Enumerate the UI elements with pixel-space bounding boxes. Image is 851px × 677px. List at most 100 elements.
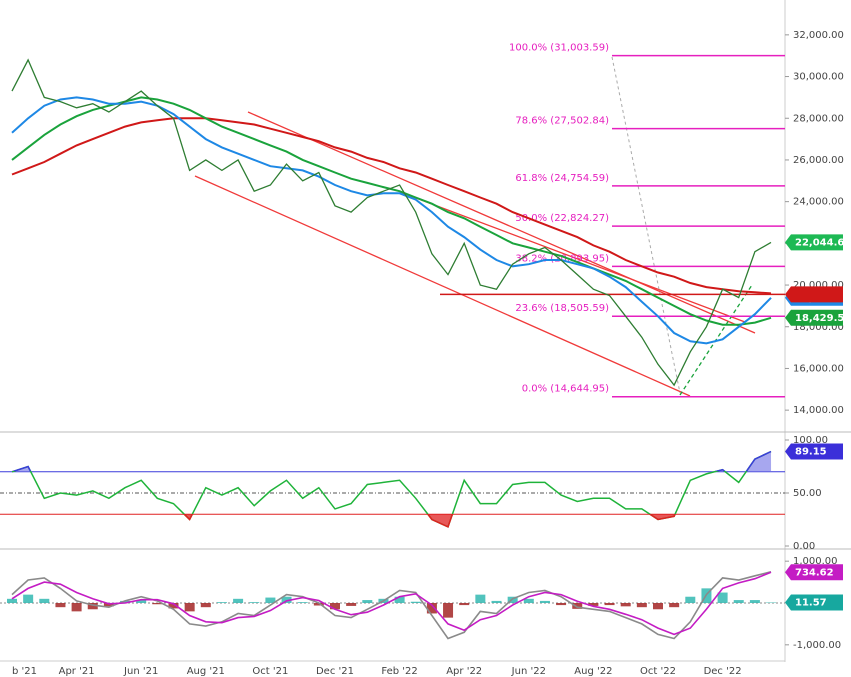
histogram-bar <box>120 600 131 603</box>
y-tick-label: 32,000.00 <box>793 30 844 41</box>
y-tick-label: 24,000.00 <box>793 197 844 208</box>
histogram-bar <box>265 597 276 603</box>
histogram-bar <box>717 592 728 603</box>
y-tick-label: 28,000.00 <box>793 113 844 124</box>
histogram-bar <box>572 603 583 609</box>
fib-label: 23.6% (18,505.59) <box>515 303 609 314</box>
histogram-bar <box>523 598 534 603</box>
histogram-bar <box>685 596 696 603</box>
x-tick-label: Jun '22 <box>511 666 546 677</box>
histogram-bar <box>249 602 260 603</box>
value-tag-label: 22,044.65 <box>795 237 851 248</box>
histogram-bar <box>491 600 502 603</box>
histogram-bar <box>7 598 17 603</box>
histogram-bar <box>733 600 744 603</box>
value-tag <box>785 234 843 251</box>
histogram-bar <box>87 603 98 610</box>
histogram-bar <box>71 603 82 612</box>
histogram-bar <box>23 594 34 603</box>
y-tick-label: 14,000.00 <box>793 405 844 416</box>
y-tick-label: 0.00 <box>793 541 815 552</box>
x-tick-label: b '21 <box>12 666 37 677</box>
histogram-bar <box>136 600 147 603</box>
histogram-bar <box>39 598 50 603</box>
histogram-bar <box>313 603 324 606</box>
histogram-bar <box>103 603 114 607</box>
histogram-bar <box>168 603 179 609</box>
y-tick-label: 18,000.00 <box>793 322 844 333</box>
histogram-bar <box>184 603 195 612</box>
histogram-bar <box>636 603 647 608</box>
value-tag: 22,044.65 <box>785 234 851 251</box>
x-tick-label: Aug '22 <box>574 666 612 677</box>
histogram-bar <box>507 596 518 603</box>
value-tag: 89.15 <box>785 443 843 460</box>
price-line <box>11 117 772 295</box>
y-tick-label: 1,000.00 <box>793 556 838 567</box>
value-tag-label: 734.62 <box>795 567 834 578</box>
channel-line <box>399 191 746 323</box>
value-tag: 734.62 <box>785 564 843 581</box>
value-tag <box>785 443 843 460</box>
histogram-bar <box>669 603 680 608</box>
histogram-bar <box>394 596 405 603</box>
histogram-bar <box>200 603 211 608</box>
value-tag-label: 89.15 <box>795 447 827 458</box>
histogram-bar <box>443 603 454 618</box>
histogram-bar <box>426 603 437 614</box>
x-tick-label: Dec '22 <box>704 666 742 677</box>
fib-label: 50.0% (22,824.27) <box>515 213 609 224</box>
x-tick-label: Oct '21 <box>252 666 288 677</box>
value-tag <box>785 286 843 303</box>
channel-line <box>247 111 756 334</box>
y-tick-label: 100.00 <box>793 435 828 446</box>
histogram-bar <box>330 603 340 610</box>
price-line <box>11 96 772 345</box>
value-tag <box>785 594 843 611</box>
value-tag: 11.57 <box>785 594 843 611</box>
value-tag <box>785 309 843 326</box>
histogram-bar <box>604 603 615 606</box>
histogram-bar <box>346 603 357 606</box>
histogram-bar <box>653 603 663 610</box>
histogram-bar <box>233 598 244 603</box>
fib-label: 0.0% (14,644.95) <box>522 384 609 395</box>
histogram-bar <box>475 594 486 603</box>
y-tick-label: 20,000.00 <box>793 280 844 291</box>
histogram-bar <box>620 603 631 607</box>
histogram-bar <box>297 602 308 603</box>
fib-label: 100.0% (31,003.59) <box>509 43 609 54</box>
histogram-bar <box>459 603 470 606</box>
value-tag <box>785 286 843 303</box>
histogram-bar <box>556 603 567 606</box>
value-tag-label: 11.57 <box>795 598 827 609</box>
y-tick-label: 26,000.00 <box>793 155 844 166</box>
histogram-bar <box>362 600 373 603</box>
x-tick-label: Jun '21 <box>123 666 158 677</box>
histogram-bar <box>749 600 760 603</box>
histogram-bar <box>152 603 163 605</box>
histogram-bar <box>281 596 292 603</box>
x-tick-label: Aug '21 <box>187 666 225 677</box>
price-line <box>11 96 772 326</box>
histogram-bar <box>539 600 550 603</box>
y-tick-label: 30,000.00 <box>793 72 844 83</box>
histogram-bar <box>410 601 421 603</box>
value-tag-label: 18,429.56 <box>795 313 851 324</box>
value-tag: 18,429.56 <box>785 309 851 326</box>
macd-line <box>11 571 772 640</box>
x-tick-label: Dec '21 <box>316 666 354 677</box>
x-tick-label: Apr '22 <box>446 666 482 677</box>
x-tick-label: Feb '22 <box>381 666 417 677</box>
y-tick-label: -1,000.00 <box>793 640 841 651</box>
channel-line <box>194 175 691 397</box>
histogram-bar <box>216 602 227 603</box>
fib-label: 38.2% (20,893.95) <box>515 253 609 264</box>
rsi-line <box>11 450 772 528</box>
y-tick-label: 50.00 <box>793 488 822 499</box>
macd-line <box>11 571 772 636</box>
y-tick-label: 16,000.00 <box>793 363 844 374</box>
histogram-bar <box>766 602 777 604</box>
